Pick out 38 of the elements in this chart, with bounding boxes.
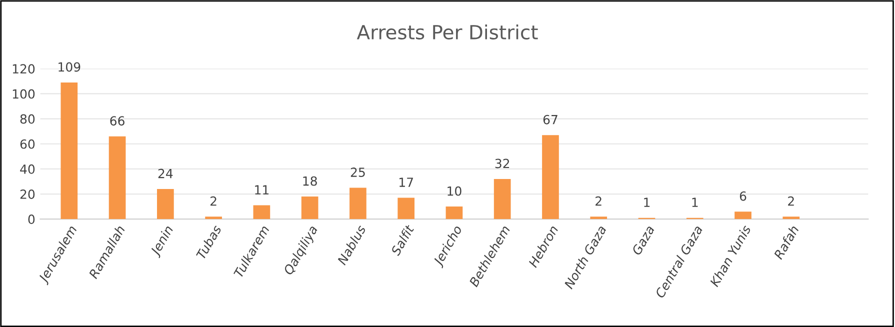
data-label: 18	[303, 176, 317, 186]
bar	[156, 189, 174, 220]
chart-title: Arrests Per District	[356, 24, 538, 40]
data-label: 1	[644, 198, 650, 207]
data-label: 25	[350, 168, 365, 177]
data-label: 2	[210, 196, 216, 206]
bar	[446, 206, 463, 220]
bar	[253, 205, 270, 220]
bar	[108, 136, 126, 220]
data-label: 6	[740, 191, 746, 201]
bar	[782, 216, 800, 220]
data-label: 109	[58, 62, 80, 72]
data-label: 24	[158, 168, 173, 178]
data-label: 2	[788, 196, 794, 206]
y-tick-label: 60	[20, 139, 35, 149]
bar	[734, 212, 752, 220]
data-label: 17	[400, 178, 413, 187]
data-label: 67	[543, 114, 558, 124]
y-tick-label: 80	[20, 114, 35, 124]
bar	[60, 82, 78, 220]
y-tick-label: 120	[12, 64, 35, 74]
bar	[350, 188, 366, 220]
y-tick-label: 40	[20, 164, 35, 174]
bar	[494, 178, 511, 220]
y-tick-label: 0	[28, 214, 35, 224]
data-label: 32	[495, 158, 510, 168]
bar	[590, 216, 608, 220]
bar	[542, 135, 559, 220]
y-tick-label: 100	[12, 89, 35, 99]
data-label: 11	[255, 185, 268, 194]
data-label: 2	[596, 196, 602, 206]
y-tick-label: 20	[20, 189, 35, 199]
data-label: 66	[110, 116, 124, 126]
data-label: 10	[448, 186, 462, 196]
bar	[205, 216, 222, 220]
data-label: 1	[692, 198, 698, 207]
bar	[301, 196, 318, 220]
bar	[398, 198, 415, 220]
